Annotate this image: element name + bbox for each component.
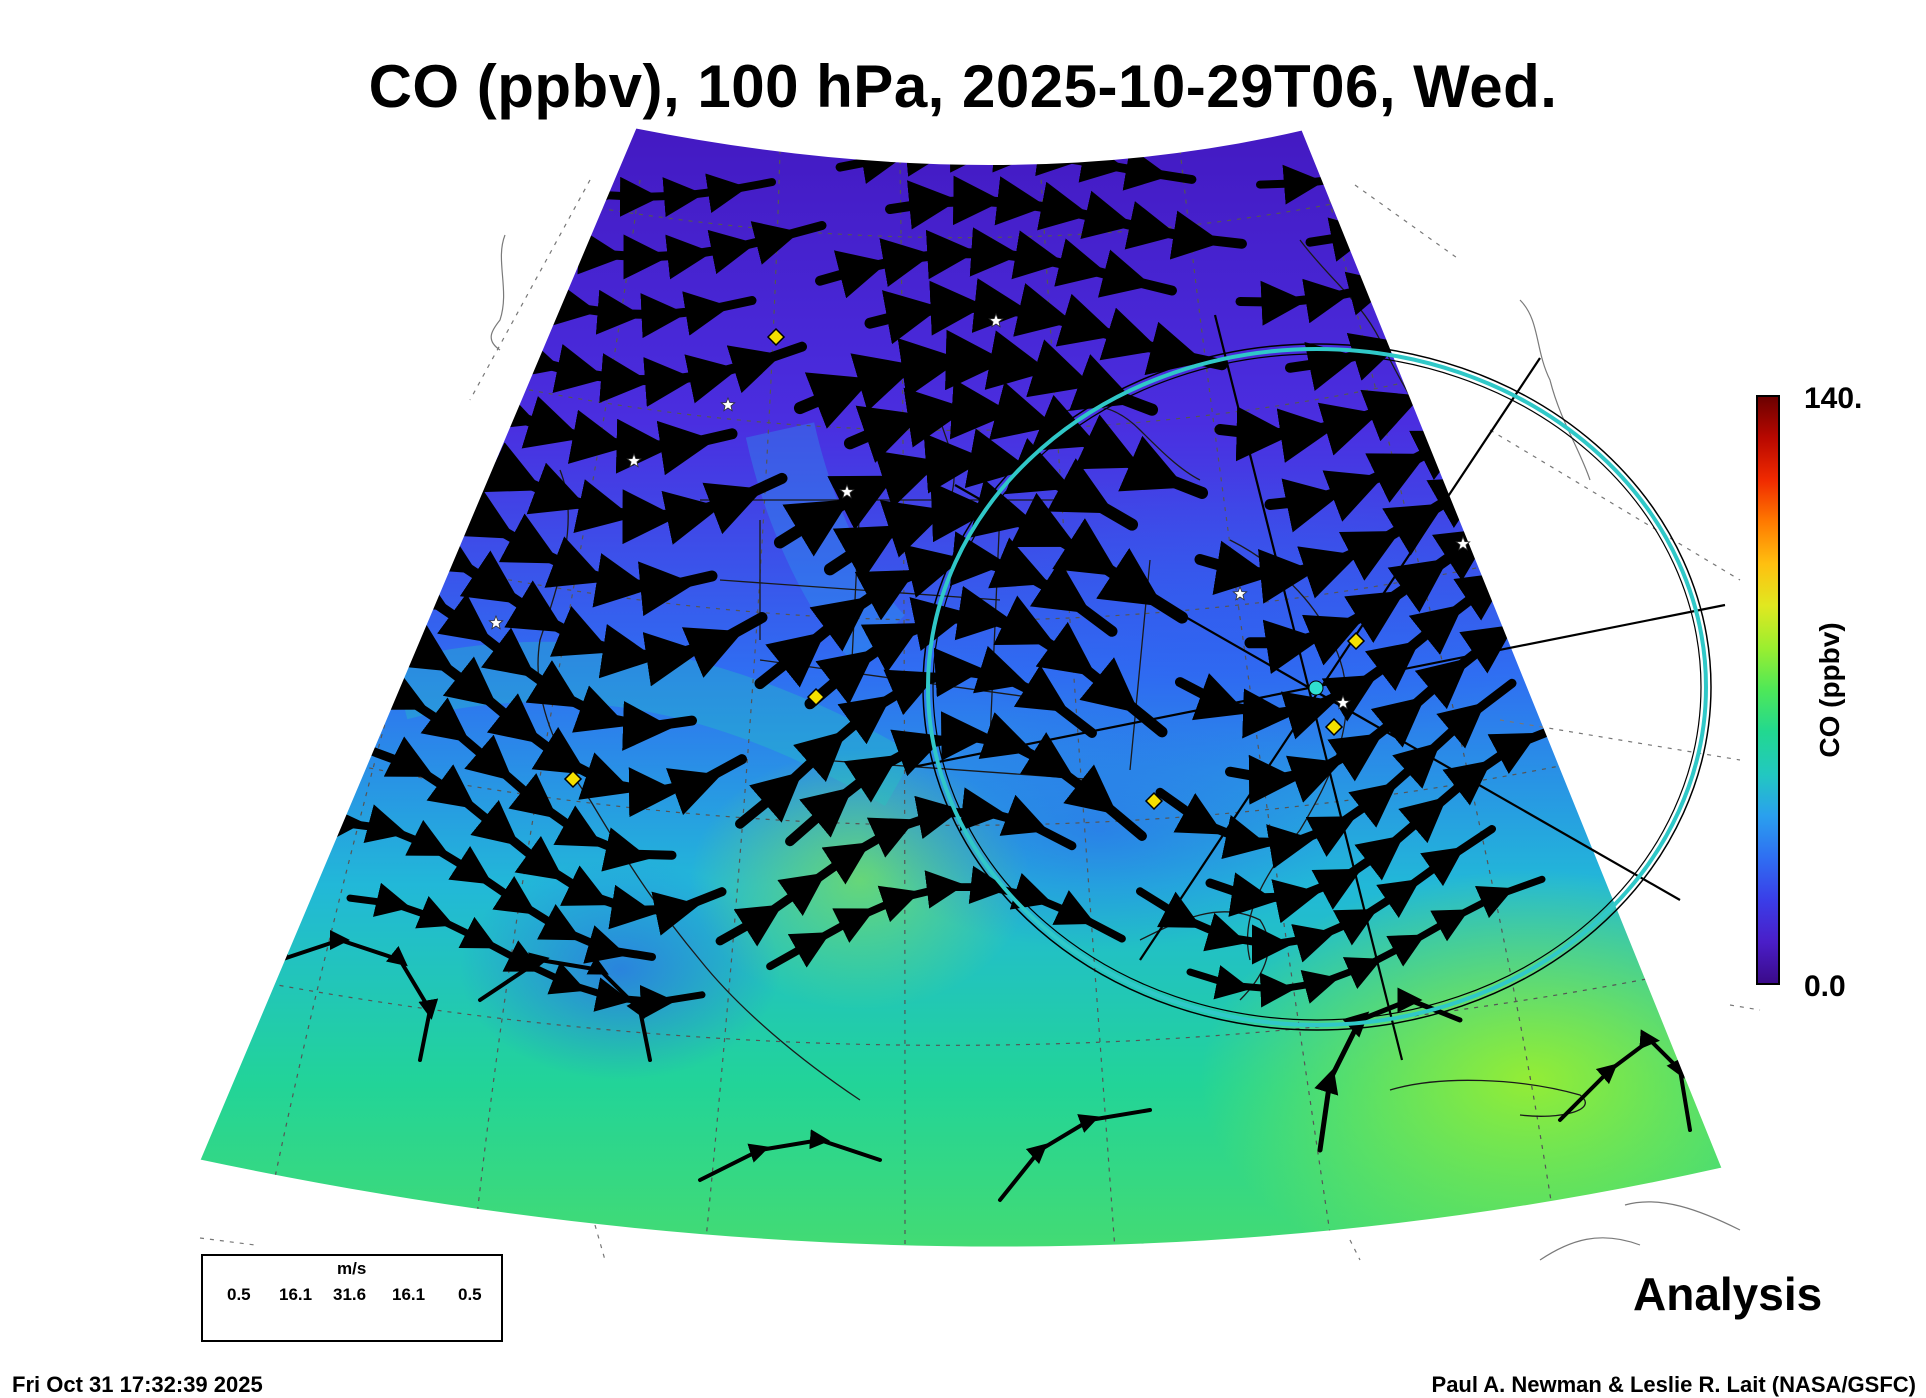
wind-legend-speed: 16.1: [392, 1285, 426, 1304]
colorbar-label: CO (ppbv): [1814, 622, 1845, 758]
streamline: [715, 787, 1077, 947]
footer-timestamp: Fri Oct 31 17:32:39 2025: [12, 1372, 263, 1397]
streamline: [864, 278, 1228, 376]
colorbar-scale: [1756, 395, 1780, 985]
colorbar-min-label: 0.0: [1804, 970, 1846, 1003]
station-diamond: [1144, 791, 1164, 811]
colorbar: [1756, 395, 1780, 985]
streamline: [478, 952, 652, 1062]
wind-legend-unit: m/s: [337, 1259, 367, 1278]
site-star: [626, 452, 642, 468]
streamline: [815, 227, 1177, 299]
streamline: [885, 175, 1247, 260]
site-markers: [488, 312, 1471, 710]
streamline: [735, 645, 1097, 829]
streamline: [766, 865, 1126, 971]
outside-graticule: [199, 179, 1761, 1261]
streamline: [843, 379, 1209, 499]
site-star: [488, 614, 504, 630]
site-star: [1335, 694, 1351, 710]
site-star: [1232, 585, 1248, 601]
wind-legend: [201, 1254, 503, 1342]
site-star: [839, 483, 855, 499]
range-ring: [922, 343, 1712, 1031]
streamline: [1186, 875, 1546, 1008]
station-diamond: [1346, 631, 1366, 651]
footer-credit: Paul A. Newman & Leslie R. Lait (NASA/GS…: [1431, 1372, 1916, 1397]
wind-legend-speed: 0.5: [458, 1285, 482, 1304]
colorbar-max-label: 140.: [1804, 382, 1863, 415]
site-star: [720, 396, 736, 412]
analysis-label: Analysis: [1633, 1268, 1823, 1320]
map-title: CO (ppbv), 100 hPa, 2025-10-29T06, Wed.: [368, 53, 1558, 120]
streamline: [1305, 165, 1667, 262]
wind-legend-speed: 16.1: [279, 1285, 313, 1304]
wind-legend-speed: 0.5: [227, 1285, 251, 1304]
station-diamond: [1324, 717, 1344, 737]
streamline: [1558, 1029, 1692, 1132]
station-diamond: [806, 687, 826, 707]
streamline: [998, 1108, 1152, 1202]
co-field: [200, 128, 1722, 1248]
streamline: [698, 1129, 882, 1182]
station-markers: [563, 327, 1366, 811]
map-border: [199, 127, 1723, 1248]
site-star: [1455, 535, 1471, 551]
station-diamond: [563, 769, 583, 789]
wind-legend-speed: 31.6: [333, 1285, 367, 1304]
ring-center-marker: [1308, 680, 1324, 696]
station-diamond: [766, 327, 786, 347]
site-star: [988, 312, 1004, 328]
